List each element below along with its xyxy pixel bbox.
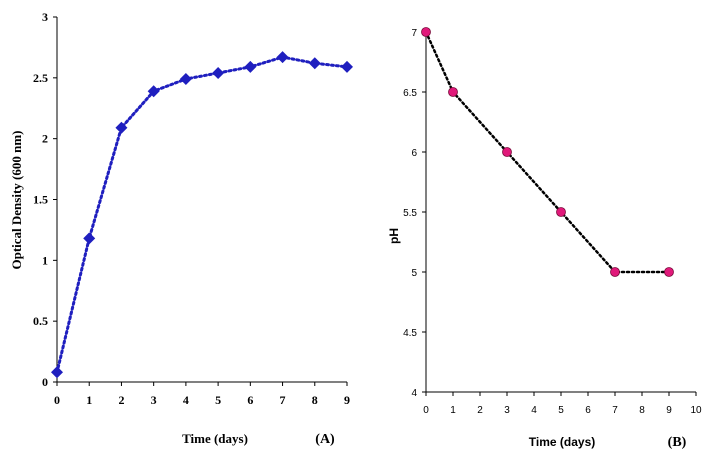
data-point (244, 60, 257, 73)
data-point (341, 60, 353, 73)
data-point (610, 267, 620, 277)
y-tick-label: 4.5 (403, 328, 417, 339)
data-point (115, 121, 128, 134)
y-tick-label: 7 (411, 28, 417, 39)
panel-label-b: (B) (668, 435, 687, 450)
data-point (212, 66, 225, 79)
series-line-b (424, 30, 671, 274)
x-tick-label: 9 (666, 405, 672, 416)
x-ticks-a: 0 1 2 3 4 5 6 7 8 9 (54, 382, 350, 407)
x-tick-label: 6 (247, 393, 253, 407)
x-tick-label: 5 (558, 405, 564, 416)
y-tick-label: 0 (42, 375, 48, 389)
data-point (556, 207, 566, 217)
data-point (421, 27, 431, 37)
x-tick-label: 3 (151, 393, 157, 407)
y-ticks-b: 4 4.5 5 5.5 6 6.5 7 (403, 28, 426, 399)
chart-panel-a: 0 0.5 1 1.5 2 2.5 3 0 1 2 3 4 5 6 7 8 9 Optical Density… (9, 10, 353, 447)
y-tick-label: 2.5 (33, 71, 48, 85)
y-tick-label: 6 (411, 148, 417, 159)
series-markers-a (51, 51, 353, 379)
data-point (502, 147, 512, 157)
chart-panel-b: 4 4.5 5 5.5 6 6.5 7 0 1 2 3 4 5 6 7 8 9 10 pH Time (days… (387, 27, 702, 450)
y-ticks-a: 0 0.5 1 1.5 2 2.5 3 (33, 10, 57, 389)
series-markers-b (421, 27, 674, 277)
x-tick-label: 1 (86, 393, 92, 407)
x-tick-label: 3 (504, 405, 510, 416)
x-tick-label: 0 (423, 405, 429, 416)
y-axis-label-b: pH (387, 228, 401, 244)
x-tick-label: 8 (312, 393, 318, 407)
y-tick-label: 3 (42, 10, 48, 24)
y-tick-label: 0.5 (33, 314, 48, 328)
x-axis-label-b: Time (days) (529, 435, 595, 449)
x-tick-label: 1 (450, 405, 456, 416)
x-tick-label: 2 (477, 405, 483, 416)
x-tick-label: 7 (612, 405, 618, 416)
x-tick-label: 4 (531, 405, 537, 416)
x-tick-label: 9 (344, 393, 350, 407)
x-axis-label-a: Time (days) (182, 431, 248, 446)
x-tick-label: 4 (183, 393, 189, 407)
y-tick-label: 5 (411, 268, 417, 279)
y-tick-label: 4 (411, 388, 417, 399)
y-axis-label-a: Optical Density (600 nm) (9, 130, 24, 269)
x-tick-label: 7 (280, 393, 286, 407)
x-tick-label: 6 (585, 405, 591, 416)
panel-label-a: (A) (315, 432, 335, 447)
y-tick-label: 5.5 (403, 208, 417, 219)
data-point (83, 232, 96, 245)
data-point (51, 366, 63, 379)
y-tick-label: 1.5 (33, 193, 48, 207)
x-tick-label: 2 (118, 393, 124, 407)
series-line-a (55, 55, 349, 374)
x-tick-label: 10 (690, 405, 702, 416)
data-point (147, 85, 160, 98)
y-tick-label: 2 (42, 132, 48, 146)
data-point (308, 57, 321, 70)
x-tick-label: 5 (215, 393, 221, 407)
y-tick-label: 1 (42, 253, 48, 267)
data-point (448, 87, 458, 97)
x-ticks-b: 0 1 2 3 4 5 6 7 8 9 10 (423, 392, 702, 416)
y-tick-label: 6.5 (403, 88, 417, 99)
x-tick-label: 8 (639, 405, 645, 416)
data-point (179, 73, 192, 86)
x-tick-label: 0 (54, 393, 60, 407)
data-point (276, 51, 289, 64)
data-point (664, 267, 674, 277)
